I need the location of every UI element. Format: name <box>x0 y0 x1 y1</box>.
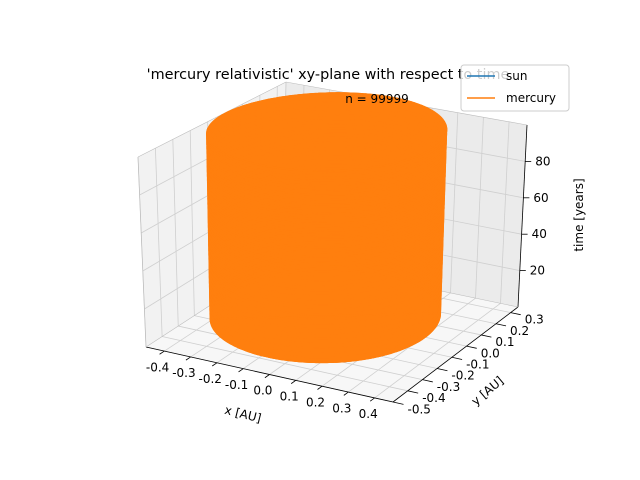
x-tick-label: 0.3 <box>332 401 351 415</box>
y-tick-label: -0.2 <box>451 369 474 383</box>
grid-line <box>162 336 408 392</box>
x-tick-label: 0.1 <box>280 390 299 404</box>
mercury-orbit-ring <box>206 114 447 196</box>
tick-mark <box>392 401 404 405</box>
tick-mark <box>466 345 477 349</box>
y-tick-label: 0.1 <box>495 335 514 349</box>
sample-count-annotation: n = 99999 <box>345 92 408 106</box>
tick-mark <box>343 391 349 396</box>
z-axis-label: time [years] <box>572 178 586 251</box>
y-tick-label: -0.1 <box>466 358 489 372</box>
z-tick-label: 40 <box>532 227 547 241</box>
x-tick-label: 0.2 <box>306 396 325 410</box>
y-axis-line <box>392 306 519 403</box>
mercury-orbit-ring <box>207 167 445 254</box>
z-tick-label: 80 <box>535 154 550 168</box>
mercury-orbit-ring <box>206 109 447 191</box>
mercury-orbit-ring <box>208 207 444 297</box>
grid-line <box>475 117 484 299</box>
tick-mark <box>290 380 297 384</box>
mercury-orbit-ring <box>207 180 445 268</box>
mercury-orbit-ring <box>208 216 443 306</box>
y-tick-label: 0.2 <box>510 324 529 338</box>
y-tick-label: -0.3 <box>437 380 460 394</box>
legend-label-sun: sun <box>506 69 527 83</box>
grid-line <box>172 139 179 327</box>
mercury-orbit-ring <box>206 105 447 187</box>
tick-mark <box>317 385 323 390</box>
x-tick-label: 0.0 <box>253 384 272 398</box>
tick-mark <box>212 362 218 367</box>
plot-area <box>206 92 448 364</box>
x-tick-label: 0.4 <box>359 407 378 421</box>
legend-label-mercury: mercury <box>506 91 556 105</box>
tick-mark <box>495 323 507 327</box>
y-tick-label: -0.5 <box>408 402 431 416</box>
x-tick-label: -0.3 <box>172 366 195 380</box>
grid-line <box>500 121 510 304</box>
tick-mark <box>451 356 463 360</box>
pane-edge <box>137 156 147 348</box>
mercury-orbit-ring <box>208 198 444 287</box>
mercury-orbit-ring <box>207 185 444 273</box>
grid-line <box>374 303 501 399</box>
mercury-orbit-ring <box>206 92 448 172</box>
tick-mark <box>159 350 165 355</box>
mercury-orbit-ring <box>208 229 443 321</box>
grid-line <box>450 112 459 293</box>
mercury-orbit-ring <box>207 158 445 244</box>
mercury-orbit-ring <box>207 176 445 263</box>
tick-mark <box>369 397 375 402</box>
tick-mark <box>264 374 270 379</box>
pane-edge <box>137 81 287 158</box>
mercury-orbit-ring <box>208 225 443 316</box>
tick-mark <box>437 368 448 372</box>
y-tick-label: -0.4 <box>422 391 445 405</box>
grid-line <box>189 130 195 316</box>
mercury-orbit-ring <box>208 203 444 292</box>
chart-title: 'mercury relativistic' xy-plane with res… <box>147 67 510 83</box>
mercury-orbit-ring <box>207 172 445 258</box>
tick-mark <box>510 312 521 316</box>
mercury-orbit-ring <box>207 163 445 249</box>
mercury-orbit-ring <box>208 194 444 282</box>
tick-mark <box>481 334 492 338</box>
mercury-orbit-ring <box>208 212 444 301</box>
z-tick-label: 20 <box>530 264 545 278</box>
mercury-orbit-ring <box>208 220 443 311</box>
mercury-orbit-ring <box>206 96 448 177</box>
z-tick-label: 60 <box>533 191 548 205</box>
x-tick-label: -0.1 <box>225 378 248 392</box>
x-tick-label: -0.4 <box>146 360 169 374</box>
tick-mark <box>238 368 244 373</box>
y-tick-label: 0.3 <box>525 313 544 327</box>
tick-mark <box>407 390 419 394</box>
legend: sun mercury <box>460 64 570 112</box>
y-tick-label: 0.0 <box>481 346 500 360</box>
x-tick-label: -0.2 <box>198 372 221 386</box>
grid-line <box>155 148 163 337</box>
tick-mark <box>185 356 191 361</box>
tick-marks: -0.4 -0.3 -0.2 -0.1 0.0 0.1 0.2 0.3 0.4 -0.5-0.4-… <box>146 154 551 421</box>
mercury-orbit-ring <box>207 189 444 278</box>
tick-mark <box>422 379 433 383</box>
mercury-orbit-ring <box>206 101 447 182</box>
z-axis-line <box>517 124 528 308</box>
